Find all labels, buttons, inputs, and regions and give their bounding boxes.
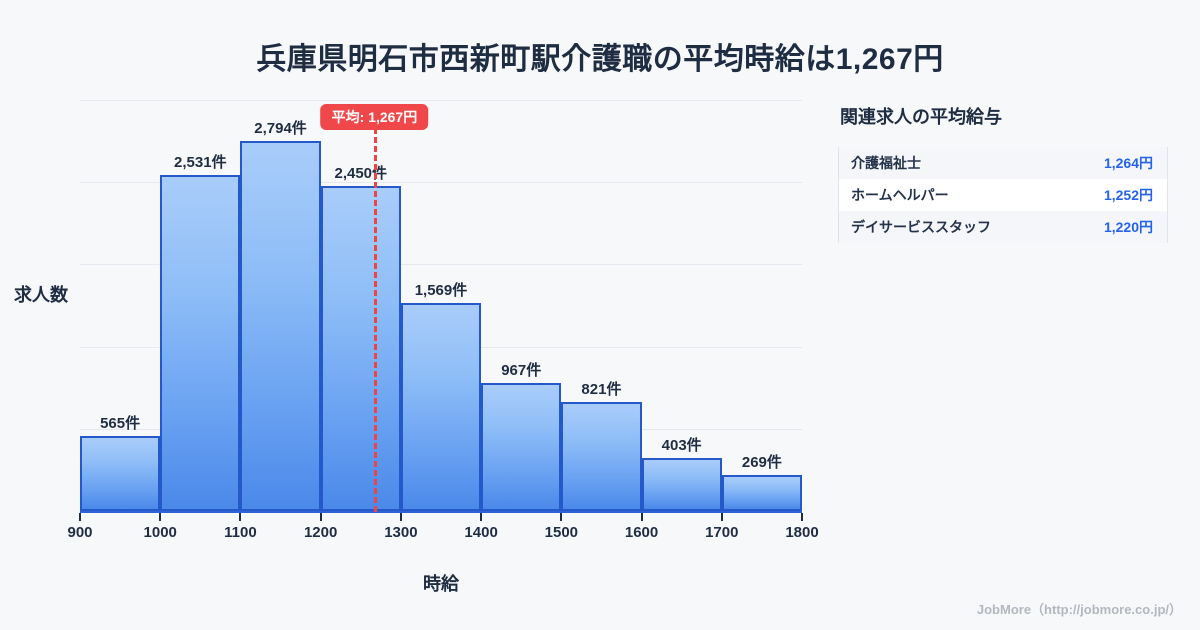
related-salary-amount: 1,264円 [1103, 155, 1153, 171]
bar [400, 302, 482, 511]
related-salary-table: 介護福祉士 1,264円ホームヘルパー 1,252円デイサービススタッフ 1,220円 [838, 147, 1168, 243]
y-axis-label: 求人数 [14, 285, 68, 305]
related-salary-job-name: ホームヘルパー [851, 187, 949, 203]
x-tick-mark [159, 513, 162, 521]
x-tick-label: 1300 [384, 524, 418, 541]
x-tick-mark [79, 513, 81, 521]
bars-layer: 565件 2,531件 2,794件 2,450件 1,569件 967件 821件 403件… [80, 119, 802, 511]
bar [641, 457, 722, 511]
x-tick-mark [640, 513, 643, 521]
bar-value-label: 403件 [661, 436, 702, 454]
related-salary-title: 関連求人の平均給与 [840, 107, 1002, 127]
page-title: 兵庫県明石市西新町駅介護職の平均時給は1,267円 [256, 43, 944, 76]
related-salary-job-name: デイサービススタッフ [851, 219, 991, 235]
bar-value-label: 821件 [581, 381, 622, 399]
bar-value-label: 2,531件 [174, 154, 227, 172]
x-tick-label: 1000 [143, 524, 177, 541]
average-line [374, 128, 378, 512]
x-tick-mark [801, 513, 803, 521]
x-tick-label: 1500 [544, 524, 579, 541]
related-salary-row: 介護福祉士 1,264円 [839, 147, 1167, 179]
bar [80, 436, 161, 511]
x-axis-line [80, 511, 802, 513]
gridline [80, 100, 802, 101]
x-tick-mark [560, 513, 563, 521]
x-tick-label: 900 [67, 524, 93, 541]
bar-value-label: 269件 [741, 454, 782, 472]
x-tick-label: 1800 [785, 524, 819, 541]
bar-value-label: 967件 [501, 361, 542, 379]
bar [320, 186, 401, 511]
x-tick-label: 1400 [464, 524, 498, 541]
footer-watermark: JobMore（http://jobmore.co.jp/） [976, 602, 1182, 617]
related-salary-panel: 関連求人の平均給与 介護福祉士 1,264円ホームヘルパー 1,252円デイサービス… [838, 103, 1168, 243]
related-salary-row: ホームヘルパー 1,252円 [839, 179, 1167, 211]
x-axis-label: 時給 [423, 574, 459, 594]
gridline [80, 264, 802, 265]
bar [160, 175, 241, 511]
x-tick-mark [239, 513, 242, 521]
bar [561, 402, 642, 511]
x-tick-label: 1600 [624, 524, 659, 541]
bar-value-label: 1,569件 [414, 281, 468, 299]
x-tick-mark [720, 513, 723, 521]
bar [721, 475, 802, 511]
bar [240, 140, 321, 511]
gridline [80, 182, 802, 183]
bar [481, 382, 562, 511]
related-salary-amount: 1,252円 [1103, 187, 1153, 203]
x-tick-label: 1700 [705, 524, 739, 541]
x-tick-label: 1200 [303, 524, 338, 541]
x-tick-mark [399, 513, 402, 521]
related-salary-job-name: 介護福祉士 [851, 155, 921, 171]
bar-value-label: 2,794件 [254, 119, 307, 137]
bar-value-label: 2,450件 [334, 165, 388, 183]
related-salary-amount: 1,220円 [1103, 219, 1153, 235]
x-tick-label: 1100 [224, 524, 257, 541]
related-salary-row: デイサービススタッフ 1,220円 [839, 211, 1167, 243]
bar-value-label: 565件 [100, 415, 141, 433]
x-tick-mark [319, 513, 322, 521]
x-tick-mark [480, 513, 483, 521]
average-badge: 平均: 1,267円 [320, 104, 429, 130]
